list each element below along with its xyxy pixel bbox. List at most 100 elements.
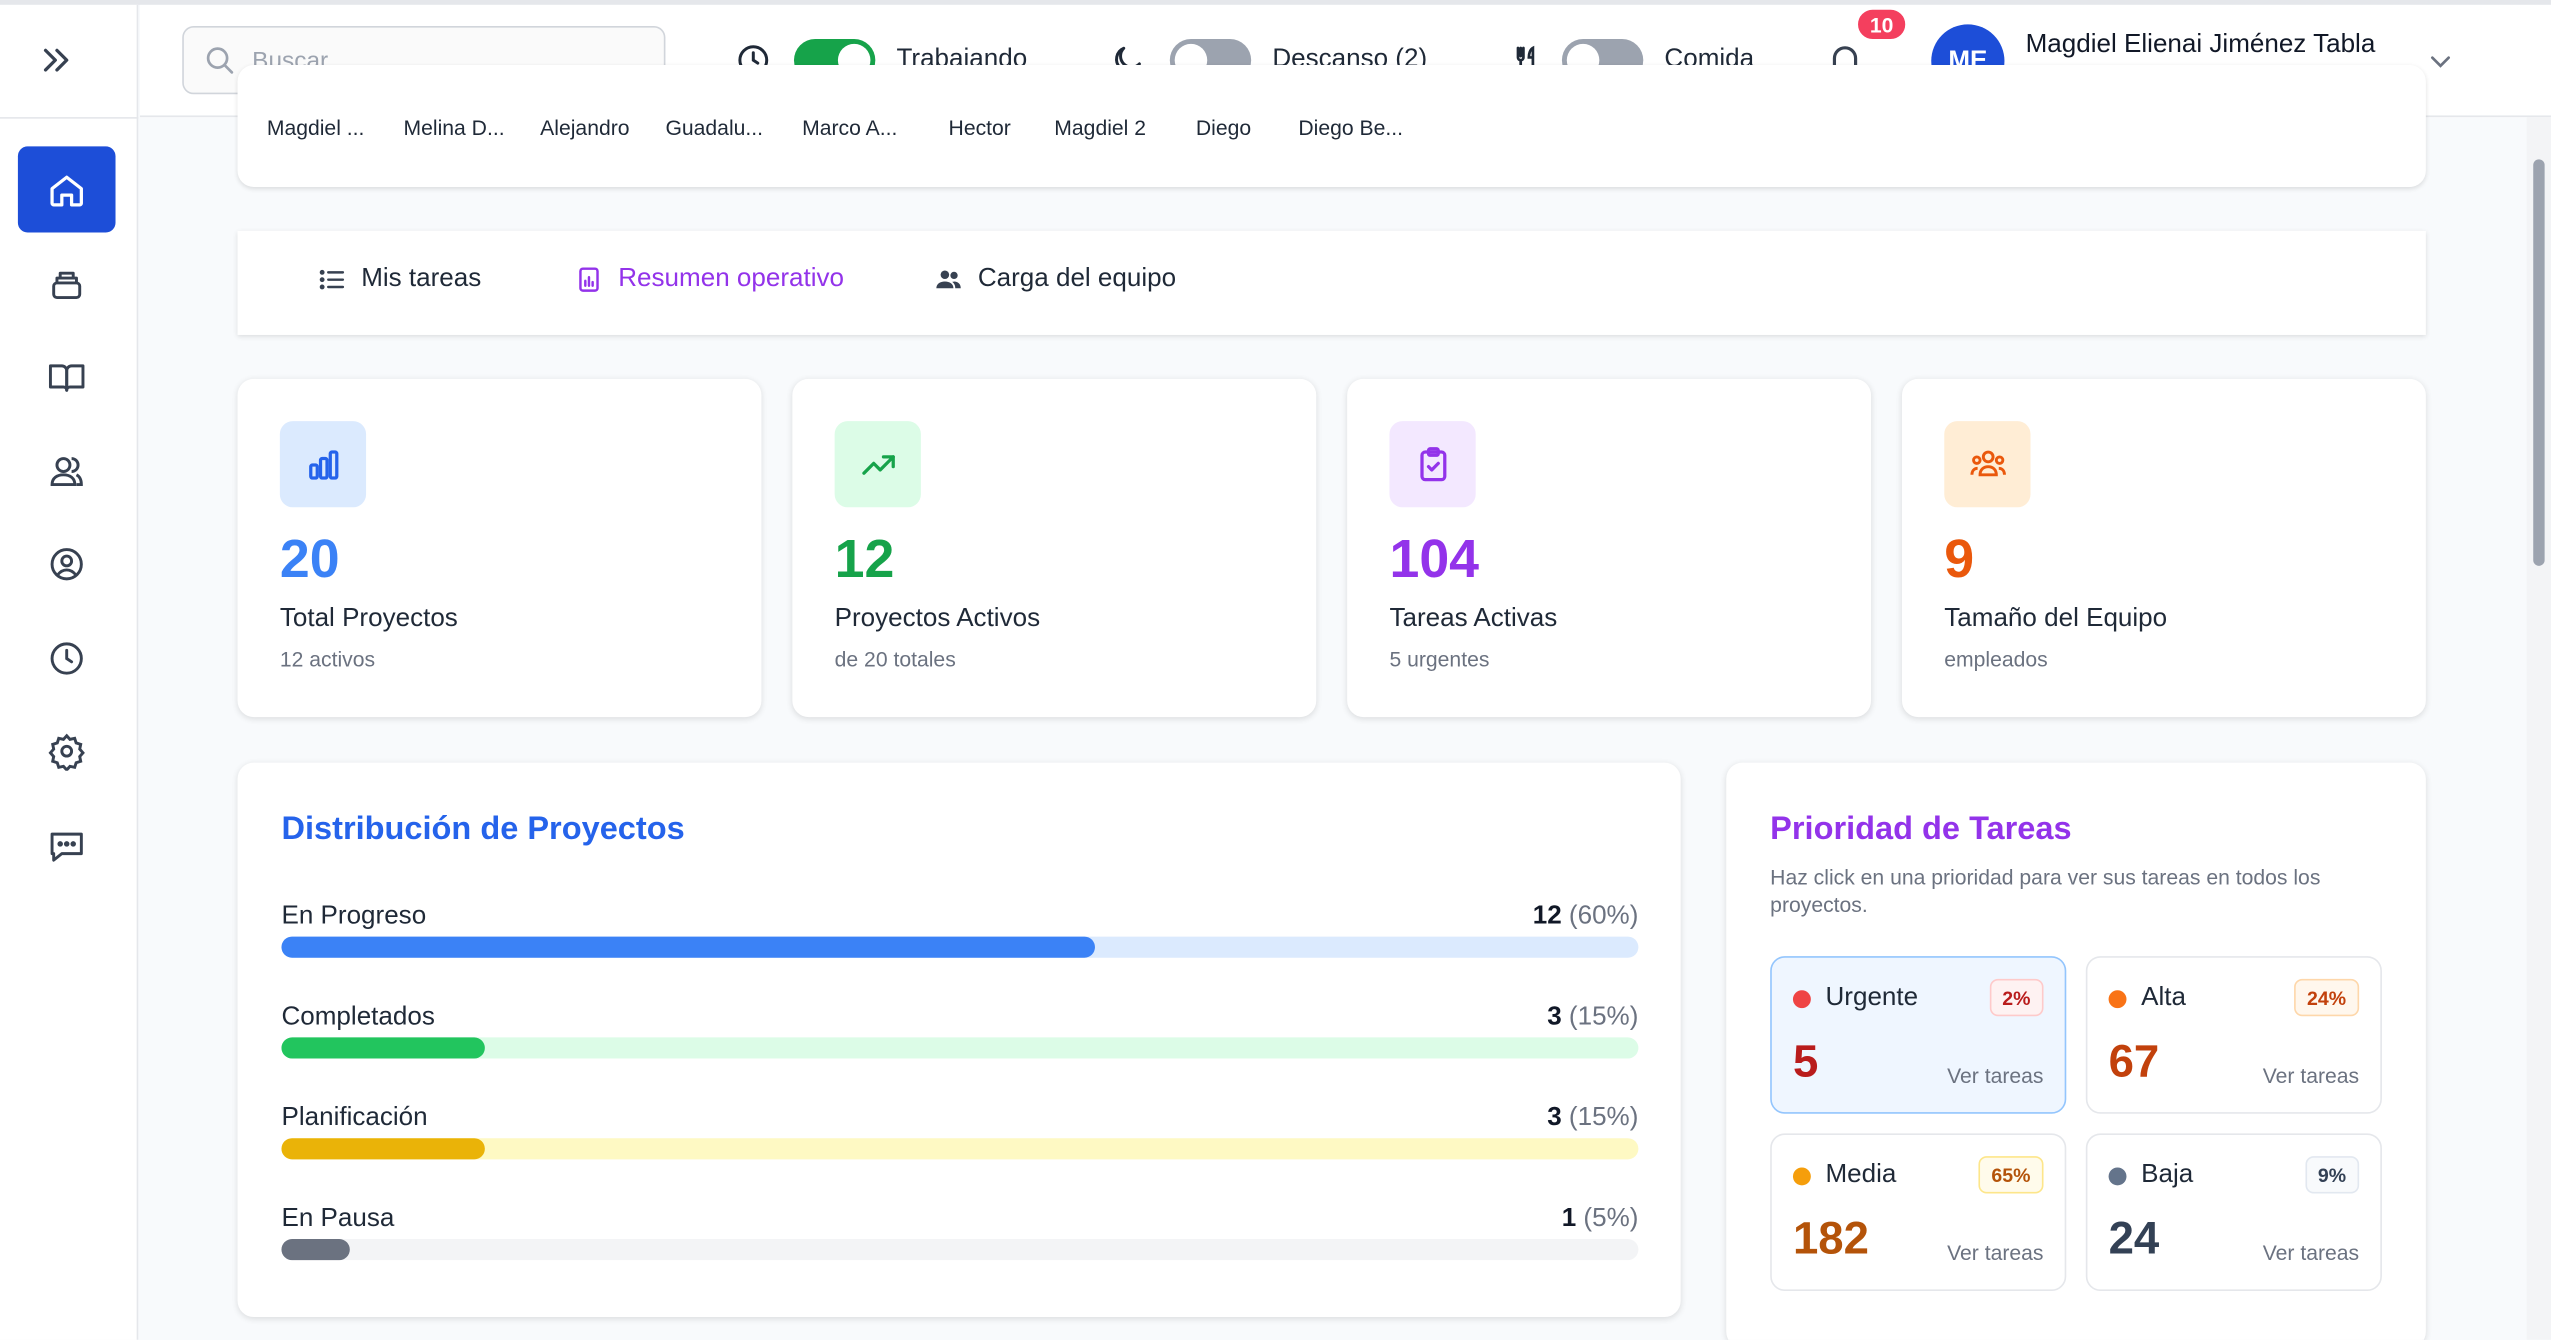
team-strip: Magdiel ... Melina D... Alejandro Guadal… xyxy=(237,65,2426,187)
priority-name: Baja xyxy=(2141,1160,2194,1189)
distribution-value: 12 (60%) xyxy=(1532,902,1639,931)
search-icon xyxy=(206,47,234,74)
progress-fill xyxy=(281,1037,485,1059)
priority-count: 182 xyxy=(1792,1212,1869,1264)
sidebar-item-settings[interactable] xyxy=(18,707,116,793)
priority-percent-badge: 9% xyxy=(2304,1156,2360,1194)
priority-dot xyxy=(1792,990,1811,1009)
distribution-label: En Progreso xyxy=(281,902,427,931)
user-name: Magdiel Elienai Jiménez Tabla xyxy=(2025,30,2376,59)
view-tasks-link[interactable]: Ver tareas xyxy=(1947,1063,2044,1088)
priority-count: 5 xyxy=(1792,1035,1819,1087)
view-tasks-link[interactable]: Ver tareas xyxy=(2262,1063,2360,1088)
team-member[interactable]: Magdiel ... xyxy=(266,115,365,140)
team-icon xyxy=(1944,421,2031,508)
list-icon xyxy=(319,269,345,290)
progress-fill xyxy=(281,1239,350,1261)
stat-label: Total Proyectos xyxy=(279,604,458,633)
layers-icon xyxy=(52,270,82,299)
message-icon xyxy=(50,831,83,861)
view-tasks-link[interactable]: Ver tareas xyxy=(2262,1240,2360,1266)
book-open-icon xyxy=(48,363,85,391)
team-member[interactable]: Magdiel 2 xyxy=(1054,115,1147,140)
progress-track xyxy=(281,1138,1639,1160)
user-circle-icon xyxy=(50,547,83,580)
progress-track xyxy=(281,1239,1639,1261)
stat-card-active-projects: 12 Proyectos Activos de 20 totales xyxy=(792,378,1317,718)
sidebar-item-time[interactable] xyxy=(18,615,116,701)
team-member[interactable]: Melina D... xyxy=(403,115,505,140)
distribution-label: Completados xyxy=(281,1003,435,1031)
team-member[interactable]: Diego xyxy=(1195,115,1252,140)
team-member[interactable]: Marco A... xyxy=(802,115,898,140)
stat-card-team-size: 9 Tamaño del Equipo empleados xyxy=(1901,378,2426,718)
page-scrollbar[interactable] xyxy=(2526,117,2551,1340)
distribution-label: Planificación xyxy=(281,1104,428,1132)
tab-team-load[interactable]: Carga del equipo xyxy=(934,265,1176,294)
sidebar-divider xyxy=(0,117,139,119)
sidebar-item-profile[interactable] xyxy=(18,520,116,606)
stat-card-active-tasks: 104 Tareas Activas 5 urgentes xyxy=(1347,378,1872,718)
progress-track xyxy=(281,936,1639,958)
scrollbar-thumb[interactable] xyxy=(2533,159,2545,566)
trending-up-icon xyxy=(834,421,921,508)
priority-high[interactable]: Alta 24% 67 Ver tareas xyxy=(2085,956,2382,1114)
tab-label: Resumen operativo xyxy=(618,265,845,293)
distribution-value: 3 (15%) xyxy=(1547,1003,1639,1031)
distribution-row: En Pausa 1 (5%) xyxy=(281,1205,1639,1270)
window-top-border xyxy=(0,0,2551,5)
sidebar-item-messages[interactable] xyxy=(18,802,116,888)
expand-sidebar-icon[interactable] xyxy=(36,41,75,80)
tab-operational-summary[interactable]: Resumen operativo xyxy=(574,265,844,294)
stat-value: 104 xyxy=(1389,528,1480,589)
stat-label: Proyectos Activos xyxy=(834,604,1041,633)
priority-name: Media xyxy=(1825,1160,1897,1189)
stat-subtitle: de 20 totales xyxy=(834,647,956,672)
progress-track xyxy=(281,1037,1639,1059)
stat-subtitle: 12 activos xyxy=(279,647,376,672)
project-distribution-card: Distribución de Proyectos En Progreso 12… xyxy=(237,762,1681,1318)
users-icon xyxy=(50,456,83,486)
sidebar-item-team[interactable] xyxy=(18,428,116,514)
dashboard-tabs: Mis tareas Resumen operativo Carga del e… xyxy=(237,230,2426,335)
view-tasks-link[interactable]: Ver tareas xyxy=(1947,1240,2044,1266)
priority-percent-badge: 65% xyxy=(1978,1156,2044,1194)
team-list: Magdiel ... Melina D... Alejandro Guadal… xyxy=(238,115,2426,148)
priority-percent-badge: 2% xyxy=(1989,978,2044,1017)
priority-count: 24 xyxy=(2108,1212,2160,1264)
card-title: Prioridad de Tareas xyxy=(1770,811,2072,848)
tab-label: Mis tareas xyxy=(361,265,482,293)
team-member[interactable]: Diego Be... xyxy=(1298,115,1404,140)
bar-chart-icon xyxy=(279,421,367,508)
stat-value: 12 xyxy=(834,528,895,589)
stat-subtitle: 5 urgentes xyxy=(1389,647,1490,672)
tab-label: Carga del equipo xyxy=(977,265,1177,293)
stat-label: Tamaño del Equipo xyxy=(1944,604,2168,633)
sidebar-item-docs[interactable] xyxy=(18,333,116,419)
stat-subtitle: empleados xyxy=(1944,647,2048,672)
progress-fill xyxy=(281,936,1096,958)
team-member[interactable]: Alejandro xyxy=(540,115,630,140)
sidebar-item-home[interactable] xyxy=(17,146,116,233)
sidebar-item-projects[interactable] xyxy=(18,241,116,327)
priority-dot xyxy=(1792,1167,1811,1186)
tab-my-tasks[interactable]: Mis tareas xyxy=(317,265,481,294)
clipboard-check-icon xyxy=(1389,421,1476,508)
priority-percent-badge: 24% xyxy=(2294,978,2360,1017)
card-description: Haz click en una prioridad para ver sus … xyxy=(1770,865,2321,918)
chevron-down-icon[interactable] xyxy=(2424,46,2457,79)
stat-card-total-projects: 20 Total Proyectos 12 activos xyxy=(237,378,762,718)
stat-label: Tareas Activas xyxy=(1389,604,1558,633)
priority-count: 67 xyxy=(2108,1035,2160,1087)
distribution-value: 3 (15%) xyxy=(1547,1104,1639,1132)
users-icon xyxy=(936,270,961,289)
priority-low[interactable]: Baja 9% 24 Ver tareas xyxy=(2085,1133,2382,1292)
priority-urgent[interactable]: Urgente 2% 5 Ver tareas xyxy=(1770,956,2067,1114)
home-icon xyxy=(50,174,83,206)
team-member[interactable]: Hector xyxy=(948,115,1011,140)
priority-medium[interactable]: Media 65% 182 Ver tareas xyxy=(1770,1133,2067,1292)
team-member[interactable]: Guadalu... xyxy=(665,115,764,140)
stat-value: 20 xyxy=(279,528,340,589)
priority-dot xyxy=(2108,1167,2127,1186)
